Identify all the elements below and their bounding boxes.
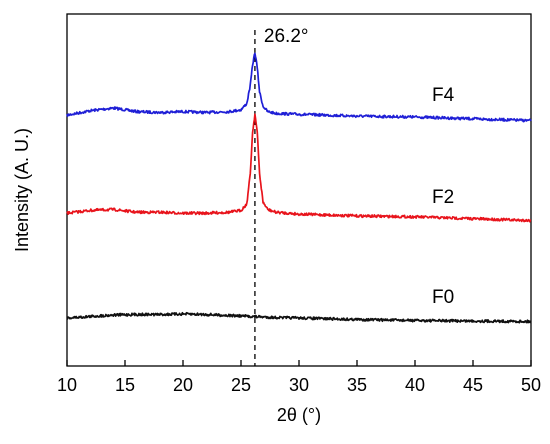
x-axis-tick-labels: 10 15 20 25 30 35 40 45 50 [57, 375, 541, 395]
x-tick-label-20: 20 [173, 375, 193, 395]
x-tick-label-15: 15 [115, 375, 135, 395]
x-axis-label: 2θ (°) [277, 405, 321, 425]
series-line-f4 [66, 52, 532, 123]
series-labels: F4 F2 F0 [432, 85, 455, 308]
peak-annotation-label: 26.2° [264, 26, 309, 47]
series-label-f2: F2 [432, 187, 454, 208]
x-tick-label-50: 50 [521, 375, 541, 395]
y-axis-label: Intensity (A. U.) [12, 128, 32, 252]
x-tick-label-45: 45 [463, 375, 483, 395]
x-tick-label-10: 10 [57, 375, 77, 395]
x-tick-label-25: 25 [231, 375, 251, 395]
plot-frame [66, 13, 532, 367]
x-tick-label-30: 30 [289, 375, 309, 395]
x-axis-ticks [66, 360, 532, 366]
x-tick-label-35: 35 [347, 375, 367, 395]
series-lines [66, 52, 532, 324]
series-line-f0 [66, 311, 532, 324]
series-label-f4: F4 [432, 85, 455, 106]
x-tick-label-40: 40 [405, 375, 425, 395]
series-label-f0: F0 [432, 287, 454, 308]
series-line-f2 [66, 113, 532, 223]
